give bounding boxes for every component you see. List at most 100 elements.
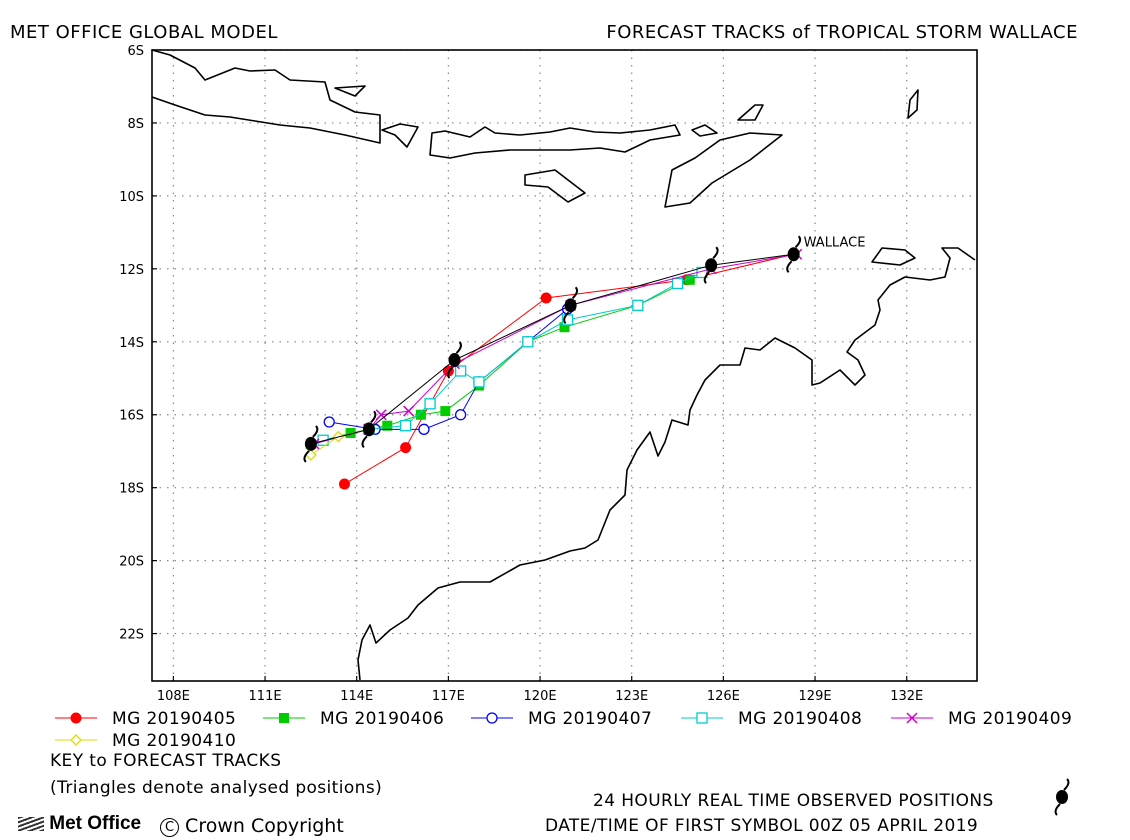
track-point (559, 322, 570, 333)
legend-key-5 (55, 734, 97, 746)
track-point (906, 712, 918, 724)
x-tick-label: 108E (157, 689, 190, 704)
track-point (696, 712, 708, 724)
key-note: (Triangles denote analysed positions) (50, 778, 383, 798)
legend-key-4 (891, 712, 933, 724)
track-mg-20190405 (339, 248, 800, 490)
forecast-tracks (303, 235, 803, 490)
track-point (671, 277, 684, 290)
legend-label-0409: MG 20190409 (948, 709, 1073, 729)
track-point (415, 409, 426, 420)
footer-storm-symbol (1054, 778, 1070, 816)
x-axis-ticks: 108E 111E 114E 117E 120E 123E 126E 129E 132E (157, 676, 923, 704)
legend-label-0410: MG 20190410 (112, 731, 237, 751)
track-point (418, 423, 430, 435)
storm-symbol (786, 235, 802, 273)
track-point (454, 409, 467, 421)
storm-name-label: WALLACE (804, 235, 866, 250)
coast-tanimbar (907, 89, 919, 119)
x-tick-label: 132E (890, 689, 923, 704)
met-office-logo: Met Office (18, 813, 141, 835)
logo-stripes-icon (18, 816, 44, 831)
coast-lombok (381, 123, 419, 148)
track-point (70, 734, 82, 746)
storm-symbol (563, 286, 579, 325)
track-point (70, 712, 82, 724)
track-point (454, 365, 467, 377)
x-tick-label: 126E (707, 689, 740, 704)
coast-small-isle-2 (737, 104, 764, 121)
track-point (684, 274, 695, 285)
track-point (473, 376, 485, 388)
datetime-label: DATE/TIME OF FIRST SYMBOL 00Z 05 APRIL 2… (545, 816, 979, 836)
track-point (339, 478, 350, 490)
track-point (399, 420, 412, 432)
track-point (400, 442, 412, 454)
x-tick-label: 111E (249, 689, 282, 704)
coast-australia (357, 247, 976, 681)
storm-symbol (447, 341, 462, 379)
legend-label-0406: MG 20190406 (320, 709, 445, 729)
y-tick-label: 16S (119, 409, 144, 424)
coast-java (151, 49, 381, 144)
track-point (540, 292, 552, 304)
y-tick-label: 12S (119, 263, 144, 278)
storm-symbol (303, 425, 319, 463)
coast-sumba (524, 169, 586, 203)
y-axis-ticks: 6S 8S 10S 12S 14S 16S 18S 20S 22S (119, 44, 157, 643)
coast-small-isle (334, 85, 366, 97)
track-point (375, 409, 387, 421)
y-tick-label: 20S (119, 555, 144, 570)
plot-frame (151, 49, 978, 682)
storm-symbol (361, 410, 377, 449)
legend-markers (55, 712, 933, 746)
y-tick-label: 22S (119, 628, 144, 643)
observed-positions-label: 24 HOURLY REAL TIME OBSERVED POSITIONS (593, 791, 994, 811)
legend-key-2 (471, 712, 513, 724)
y-tick-label: 8S (127, 117, 144, 132)
copyright-text: Crown Copyright (185, 815, 344, 837)
coast-timor (664, 132, 783, 208)
x-tick-label: 120E (524, 689, 557, 704)
x-tick-label: 117E (432, 689, 465, 704)
track-point (279, 713, 289, 723)
x-tick-label: 114E (340, 689, 373, 704)
track-mg-20190409 (308, 248, 803, 450)
track-line (310, 253, 794, 445)
title-left: MET OFFICE GLOBAL MODEL (10, 22, 278, 43)
track-point (345, 427, 356, 438)
key-title: KEY to FORECAST TRACKS (50, 751, 282, 771)
copyright-icon: C (160, 818, 179, 837)
legend-label-0407: MG 20190407 (528, 709, 653, 729)
coast-wetar (691, 124, 718, 137)
legend-key-1 (263, 713, 305, 723)
track-point (323, 416, 335, 428)
track-observed (303, 235, 802, 463)
legend-key-0 (55, 712, 97, 724)
track-point (440, 406, 451, 417)
x-tick-label: 129E (799, 689, 832, 704)
coastlines (151, 49, 976, 681)
y-tick-label: 18S (119, 482, 144, 497)
grid-lines (152, 49, 977, 681)
track-point (424, 398, 436, 410)
x-tick-label: 123E (615, 689, 648, 704)
y-tick-label: 6S (127, 44, 144, 59)
logo-text: Met Office (49, 813, 142, 834)
title-right: FORECAST TRACKS of TROPICAL STORM WALLAC… (606, 22, 1078, 43)
track-point (382, 420, 393, 431)
track-point (486, 712, 498, 724)
legend-label-0408: MG 20190408 (738, 709, 863, 729)
track-line (344, 253, 794, 485)
track-point (522, 336, 534, 348)
track-point (632, 299, 644, 311)
coast-sumbawa (429, 124, 681, 159)
storm-symbol (1054, 778, 1070, 816)
track-point (403, 405, 415, 417)
storm-symbol (703, 246, 719, 284)
y-tick-label: 14S (119, 336, 144, 351)
copyright: C Crown Copyright (160, 815, 344, 837)
coast-cape-york (871, 247, 916, 266)
y-tick-label: 10S (119, 190, 144, 205)
